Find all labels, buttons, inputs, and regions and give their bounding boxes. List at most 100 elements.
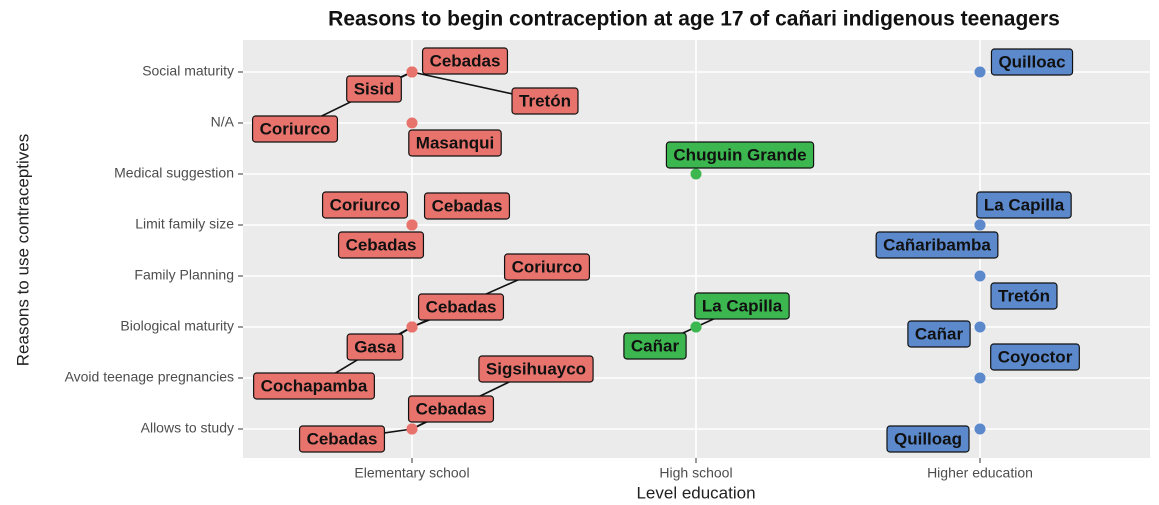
label-text: Tretón <box>998 286 1050 305</box>
point-label: Tretón <box>990 282 1058 310</box>
point <box>406 423 418 435</box>
point-label: Masanqui <box>408 129 502 157</box>
point <box>974 423 986 435</box>
label-box <box>423 192 511 220</box>
label-text: Quilloac <box>998 52 1065 71</box>
label-text: Tretón <box>519 91 571 110</box>
label-box <box>694 292 790 320</box>
x-tick-label: Elementary school <box>354 465 469 481</box>
label-box <box>503 253 591 281</box>
label-box <box>346 333 404 361</box>
point-label: La Capilla <box>694 292 790 320</box>
point <box>406 321 418 333</box>
point-label: Coriurco <box>321 191 409 219</box>
label-text: Cebadas <box>426 297 497 316</box>
label-box <box>337 231 425 259</box>
label-box <box>907 320 971 348</box>
y-tick-label: N/A <box>211 114 235 130</box>
point-label: Cañar <box>907 320 971 348</box>
point-label: Cebadas <box>421 47 509 75</box>
y-tick-label: Family Planning <box>134 267 234 283</box>
point <box>690 168 702 180</box>
point <box>406 66 418 78</box>
label-box <box>886 425 970 453</box>
y-tick-label: Allows to study <box>141 420 234 436</box>
y-tick-label: Avoid teenage pregnancies <box>65 369 234 385</box>
point-label: Cebadas <box>423 192 511 220</box>
point-label: Chuguin Grande <box>665 141 815 169</box>
y-tick-label: Biological maturity <box>120 318 234 334</box>
y-axis-label: Reasons to use contraceptives <box>13 134 32 366</box>
label-text: Coriurco <box>512 257 583 276</box>
y-tick-label: Social maturity <box>142 63 234 79</box>
point <box>406 117 418 129</box>
label-text: Cebadas <box>430 51 501 70</box>
point-label: Sisid <box>346 75 402 103</box>
label-box <box>990 282 1058 310</box>
label-text: Coriurco <box>330 195 401 214</box>
label-text: La Capilla <box>984 195 1065 214</box>
label-text: Coriurco <box>260 119 331 138</box>
x-tick-label: Higher education <box>927 465 1033 481</box>
label-text: Quilloag <box>894 429 962 448</box>
label-text: Coyoctor <box>998 347 1073 366</box>
label-text: Cebadas <box>432 196 503 215</box>
y-tick-label: Medical suggestion <box>114 165 234 181</box>
point-label: Cañar <box>623 332 687 360</box>
label-text: Cebadas <box>416 399 487 418</box>
point <box>974 219 986 231</box>
x-axis-label: Level education <box>636 483 755 502</box>
point-label: Sigsihuayco <box>478 355 594 383</box>
label-text: Cebadas <box>307 429 378 448</box>
label-box <box>478 355 594 383</box>
point-label: Cebadas <box>337 231 425 259</box>
point-label: Coyoctor <box>990 343 1080 371</box>
label-text: Cañaribamba <box>883 235 991 254</box>
point <box>974 372 986 384</box>
label-box <box>251 115 339 143</box>
label-box <box>407 395 495 423</box>
point-label: Tretón <box>511 87 579 115</box>
label-box <box>976 191 1072 219</box>
point-label: Quilloac <box>990 48 1074 76</box>
label-box <box>253 372 375 400</box>
label-box <box>321 191 409 219</box>
point-label: Cebadas <box>298 425 386 453</box>
label-text: Sisid <box>354 79 395 98</box>
label-text: Cebadas <box>346 235 417 254</box>
label-box <box>298 425 386 453</box>
label-text: Sigsihuayco <box>486 359 586 378</box>
point-label: Quilloag <box>886 425 970 453</box>
label-box <box>417 293 505 321</box>
label-box <box>990 48 1074 76</box>
point-label: Gasa <box>346 333 404 361</box>
point <box>974 321 986 333</box>
label-box <box>511 87 579 115</box>
chart-title: Reasons to begin contraception at age 17… <box>328 8 1060 31</box>
y-tick-label: Limit family size <box>135 216 234 232</box>
point <box>974 270 986 282</box>
point-label: Cochapamba <box>253 372 375 400</box>
label-text: Cañar <box>631 336 680 355</box>
point-label: Cañaribamba <box>875 231 999 259</box>
point <box>690 321 702 333</box>
label-box <box>421 47 509 75</box>
label-text: Cañar <box>915 324 964 343</box>
point-label: La Capilla <box>976 191 1072 219</box>
label-box <box>665 141 815 169</box>
label-box <box>623 332 687 360</box>
label-text: Chuguin Grande <box>673 145 806 164</box>
x-tick-label: High school <box>659 465 732 481</box>
label-box <box>990 343 1080 371</box>
label-box <box>408 129 502 157</box>
label-text: La Capilla <box>702 296 783 315</box>
label-text: Masanqui <box>416 133 494 152</box>
label-text: Cochapamba <box>261 376 368 395</box>
point <box>406 219 418 231</box>
label-box <box>875 231 999 259</box>
point-label: Coriurco <box>251 115 339 143</box>
point-label: Cebadas <box>417 293 505 321</box>
point-label: Coriurco <box>503 253 591 281</box>
label-text: Gasa <box>354 337 396 356</box>
